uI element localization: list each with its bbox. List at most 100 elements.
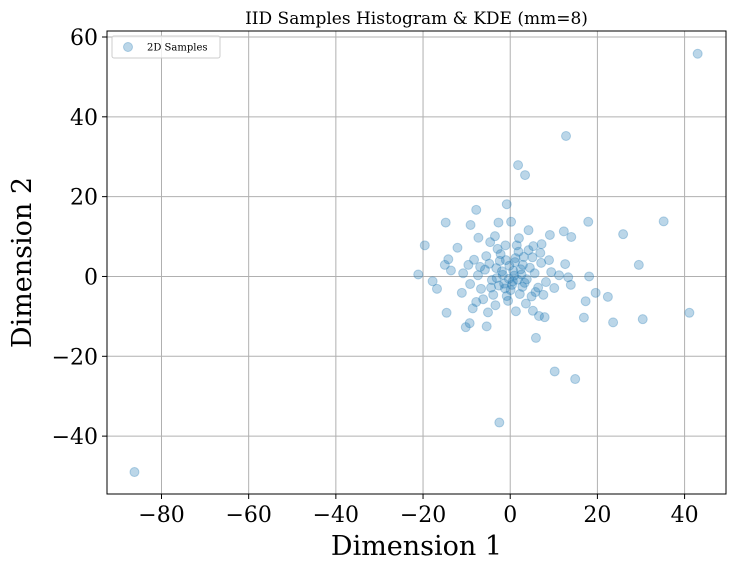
data-point [503, 273, 514, 284]
data-point [509, 270, 520, 281]
data-point [684, 307, 695, 318]
data-point [473, 232, 484, 243]
data-point [490, 300, 501, 311]
data-point [512, 274, 523, 285]
data-point [563, 272, 574, 283]
data-point [493, 280, 504, 291]
y-tick-label: 40 [70, 106, 98, 131]
data-point [561, 130, 572, 141]
data-point [520, 298, 531, 309]
data-point [431, 283, 442, 294]
data-point [518, 251, 529, 262]
data-point [580, 296, 591, 307]
data-point [485, 237, 496, 248]
data-point [529, 268, 540, 279]
data-point [500, 240, 511, 251]
data-point [517, 259, 528, 270]
data-point [513, 233, 524, 244]
data-point [533, 310, 544, 321]
data-point [497, 269, 508, 280]
y-tick-label: −20 [52, 345, 98, 370]
axis-ticks: −80 −60 −40 −20 0 20 40 −40 −20 0 20 40 60 [52, 26, 699, 528]
data-point [494, 255, 505, 266]
data-point [501, 199, 512, 210]
data-point [479, 264, 490, 275]
data-point [590, 287, 601, 298]
data-point [427, 276, 438, 287]
data-point [527, 305, 538, 316]
data-point [484, 258, 495, 269]
data-point [486, 282, 497, 293]
data-point [481, 321, 492, 332]
y-axis-label: Dimension 2 [7, 177, 38, 348]
data-point [540, 277, 551, 288]
data-point [511, 240, 522, 251]
data-point [513, 246, 524, 257]
data-point [491, 273, 502, 284]
data-point [506, 279, 517, 290]
data-point [608, 317, 619, 328]
data-point [500, 255, 511, 266]
data-point [496, 266, 507, 277]
data-point [521, 274, 532, 285]
data-point [533, 282, 544, 293]
data-point [510, 253, 521, 264]
data-point [546, 267, 557, 278]
data-point [570, 374, 581, 385]
data-point [507, 276, 518, 287]
data-point [558, 226, 569, 237]
data-point [491, 263, 502, 274]
x-tick-label: −20 [400, 503, 446, 528]
data-point [476, 283, 487, 294]
data-point [515, 264, 526, 275]
data-point [489, 231, 500, 242]
x-tick-label: −40 [313, 503, 359, 528]
chart-title: IID Samples Histogram & KDE (mm=8) [245, 9, 588, 29]
data-point [602, 291, 613, 302]
y-tick-label: 20 [70, 186, 98, 211]
data-point [633, 259, 644, 270]
data-point [510, 257, 521, 268]
data-point [445, 265, 456, 276]
data-point [530, 287, 541, 298]
data-point [516, 269, 527, 280]
data-point [554, 270, 565, 281]
x-tick-label: −80 [138, 503, 184, 528]
data-point [513, 160, 524, 171]
data-point [503, 295, 514, 306]
data-point [520, 170, 531, 181]
data-point [475, 261, 486, 272]
data-point [578, 312, 589, 323]
data-point [129, 467, 140, 478]
data-point [514, 289, 525, 300]
data-point [443, 254, 454, 265]
plot-frame [106, 30, 727, 495]
x-axis-label: Dimension 1 [331, 531, 502, 562]
data-point [523, 245, 534, 256]
legend-label: 2D Samples [147, 43, 208, 54]
data-point [495, 249, 506, 260]
data-point [481, 251, 492, 262]
data-point [463, 259, 474, 270]
data-point [413, 269, 424, 280]
data-point [493, 217, 504, 228]
data-point [499, 283, 510, 294]
data-point [536, 239, 547, 250]
data-point [467, 303, 478, 314]
data-point [482, 307, 493, 318]
data-point [538, 289, 549, 300]
data-point [494, 417, 505, 428]
y-tick-label: 0 [84, 265, 98, 290]
data-point [478, 294, 489, 305]
data-point [504, 260, 515, 271]
data-point [440, 217, 451, 228]
data-point [492, 243, 503, 254]
data-point [441, 307, 452, 318]
data-point [486, 275, 497, 286]
data-point [539, 312, 550, 323]
data-point [583, 216, 594, 227]
legend-box [111, 35, 221, 59]
data-point [469, 254, 480, 265]
x-tick-label: −60 [225, 503, 271, 528]
